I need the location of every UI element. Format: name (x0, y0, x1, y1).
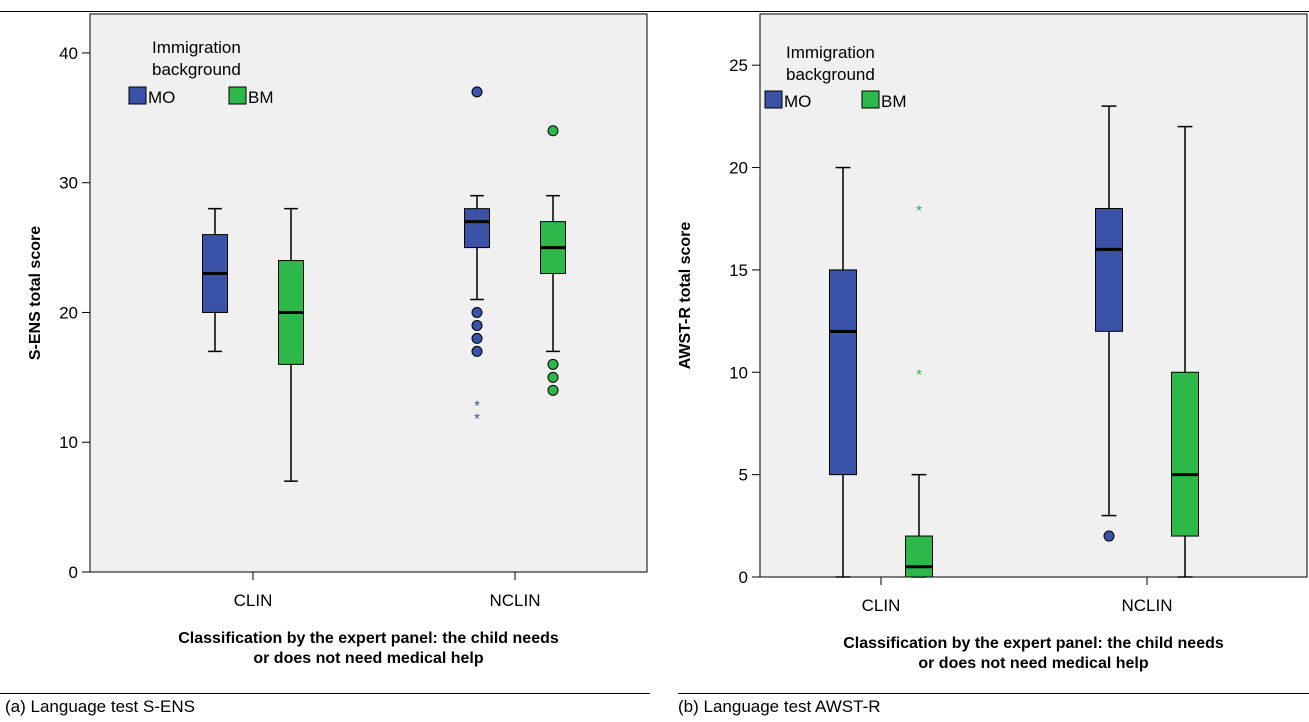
y-tick-label: 30 (59, 174, 78, 193)
outlier-point (471, 345, 483, 357)
x-tick-label: NCLIN (1121, 596, 1172, 615)
y-tick-label: 25 (729, 56, 748, 75)
outlier-point (471, 306, 483, 318)
outlier-point (547, 371, 559, 383)
legend-swatch-mo (764, 90, 783, 109)
legend-title: Immigration (152, 38, 241, 57)
outlier-point (471, 332, 483, 344)
legend-title: background (786, 65, 875, 84)
box-mo-clin (202, 207, 228, 353)
caption-rule-b (678, 693, 1309, 694)
y-tick-label: 10 (729, 363, 748, 382)
x-tick-label: CLIN (862, 596, 901, 615)
legend-label-mo: MO (148, 88, 175, 107)
box-mo-nclin (1095, 105, 1123, 542)
x-axis-label: or does not need medical help (918, 655, 1148, 672)
y-tick-label: 0 (739, 568, 748, 587)
box-bm-nclin (1171, 125, 1199, 578)
outlier-point (547, 384, 559, 396)
chart-b: 0 5 10 15 20 25 CLIN NCLIN AWST-R total score Cla… (677, 13, 1308, 672)
extreme-point: * (916, 202, 922, 219)
legend-label-bm: BM (881, 92, 907, 111)
plot-area (89, 13, 648, 573)
box-bm-clin (278, 207, 304, 482)
outlier-point (471, 86, 483, 98)
legend-title: Immigration (786, 43, 875, 62)
box-mo-clin (829, 166, 857, 578)
legend-swatch-bm (228, 86, 247, 105)
outlier-point (1103, 530, 1115, 542)
y-tick-label: 5 (739, 466, 748, 485)
box-bm-nclin (540, 125, 566, 396)
box-body (905, 535, 933, 578)
outlier-point (547, 125, 559, 137)
y-axis-label: AWST-R total score (677, 222, 694, 370)
box-body (1095, 207, 1123, 332)
box-mo-nclin: ** (464, 86, 490, 427)
legend-swatch-bm (861, 90, 880, 109)
caption-rule-a (0, 693, 650, 694)
x-axis-label: or does not need medical help (253, 650, 483, 667)
y-tick-label: 0 (69, 563, 78, 582)
x-axis-label: Classification by the expert panel: the … (843, 635, 1224, 652)
box-body (464, 208, 490, 249)
caption-b: (b) Language test AWST-R (678, 697, 881, 716)
extreme-point: * (474, 410, 480, 427)
x-axis-label: Classification by the expert panel: the … (178, 630, 559, 647)
legend-label-mo: MO (784, 92, 811, 111)
extreme-point: * (916, 366, 922, 383)
legend-title: background (152, 60, 241, 79)
legend-label-bm: BM (248, 88, 274, 107)
caption-a: (a) Language test S-ENS (5, 697, 195, 716)
legend-swatch-mo (128, 86, 147, 105)
box-body (829, 269, 857, 476)
box-body (1171, 371, 1199, 537)
y-tick-label: 20 (59, 303, 78, 322)
extreme-point: * (474, 397, 480, 414)
box-bm-clin: ** (905, 202, 933, 578)
y-tick-label: 15 (729, 261, 748, 280)
x-tick-label: CLIN (234, 591, 273, 610)
y-tick-label: 10 (59, 433, 78, 452)
chart-a: 0 10 20 30 40 CLIN NCLIN S-ENS total score Class… (27, 13, 648, 667)
outlier-point (471, 319, 483, 331)
outlier-point (547, 358, 559, 370)
top-rule (0, 11, 1309, 12)
y-tick-label: 40 (59, 44, 78, 63)
y-axis-label: S-ENS total score (27, 226, 44, 360)
x-tick-label: NCLIN (489, 591, 540, 610)
y-tick-label: 20 (729, 159, 748, 178)
